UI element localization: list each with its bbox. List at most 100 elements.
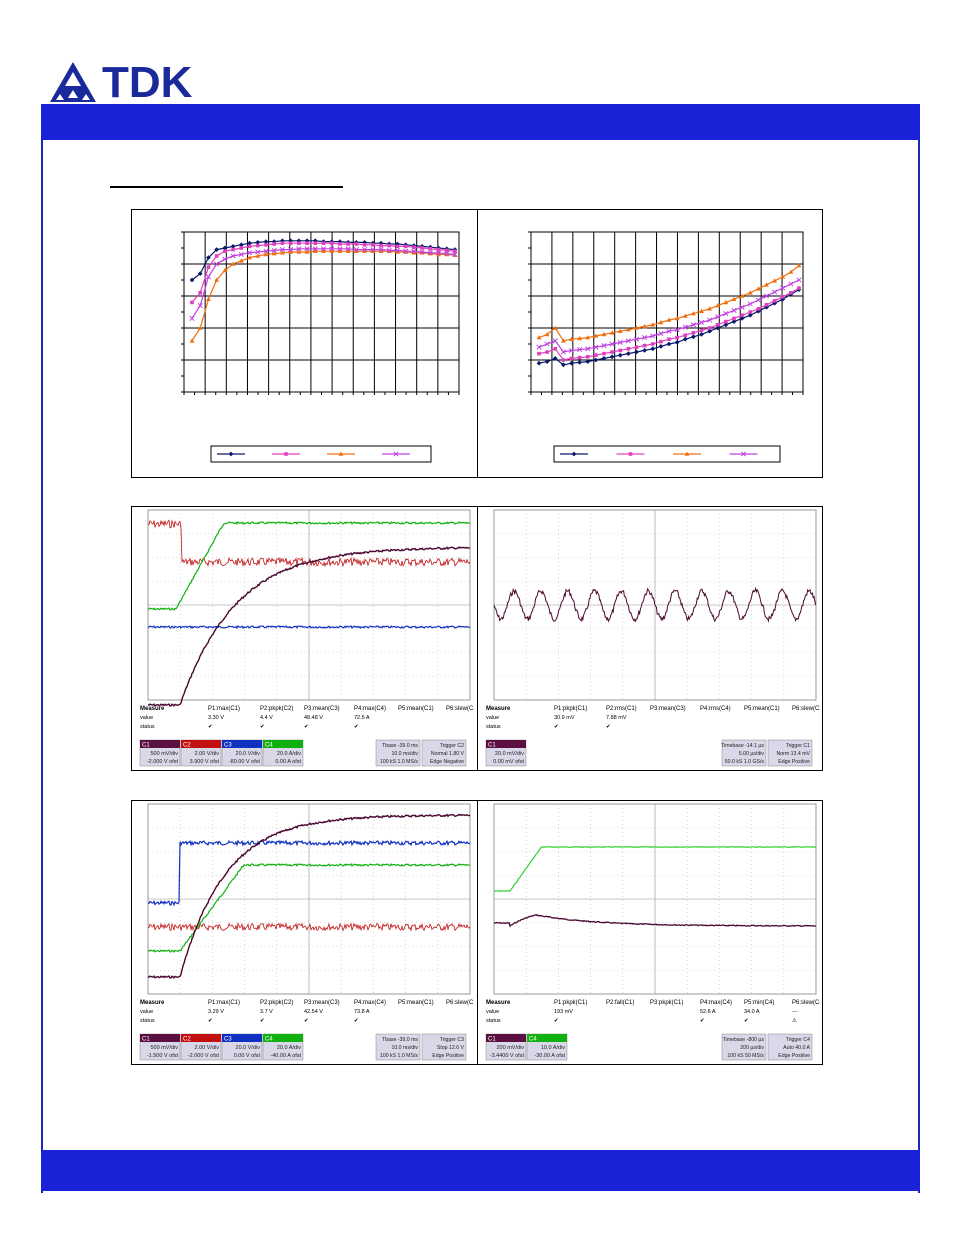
series-3-point [682,313,688,318]
marker-stroke [617,339,623,345]
marker-stroke [263,248,269,254]
series-2-point [585,355,590,359]
series-4-point [337,246,343,252]
series-4-point [345,246,351,252]
series-3-point [585,335,591,340]
series-2-point [264,243,268,247]
measure-cell: 193 mV [554,1009,573,1015]
series-3-point [345,248,351,253]
timebase-line: Tbase -39.0 ms [382,743,418,749]
timebase-line: 10.0 ms/div [391,751,418,757]
marker-stroke [772,289,778,295]
series-3-point [699,308,704,313]
marker-stroke [353,247,359,253]
series-4-point [288,247,294,253]
series-4-point [650,333,656,339]
measure-cell: ✔ [354,724,359,730]
marker-stroke [552,338,558,344]
timebase-box [721,739,767,767]
series-3-point [378,248,384,253]
marker-stroke [452,251,458,257]
measure-cell: 48.48 V [304,715,323,721]
channel-label: C2 [183,743,191,749]
legend-marker-1 [571,451,577,457]
measure-cell: 3.30 V [208,715,224,721]
series-4-point [552,338,558,344]
marker-stroke [329,246,335,252]
measure-cell: Measure [486,1000,511,1006]
series-3-point [593,333,599,338]
measure-cell: 30.9 mV [554,715,575,721]
series-2-point [594,353,598,357]
trigger-line: Norm 13.4 mV [777,751,811,757]
series-4-point [544,341,550,347]
marker-stroke [444,251,450,257]
series-3-point [731,296,737,301]
channel-label: C4 [265,743,273,749]
series-1-point [197,271,203,276]
series-3-point [601,331,607,337]
channel-scale: 500 mV/div [150,751,178,757]
measure-cell: value [140,715,153,721]
marker-stroke [755,297,761,303]
channel-label: C4 [265,1037,273,1043]
legend-marker-2 [284,452,288,456]
series-4-point [436,250,442,256]
measure-cell: Measure [486,706,511,712]
series-4-point [362,247,368,253]
series-2-point [247,244,252,249]
series-3-point [238,258,244,263]
series-3-point [609,330,615,335]
series-2-point [412,245,416,249]
series-2-point [239,246,244,250]
series-3-point [780,274,786,279]
series-1-point [536,360,542,366]
series-4-point [279,247,285,253]
marker-stroke [633,336,640,342]
trigger-line: Auto 40.0 A [783,1045,810,1051]
series-3-point [658,319,664,325]
series-4-point [403,248,409,254]
series-1-point [650,346,656,352]
series-2-point [602,351,606,356]
measure-cell: 73.8 A [354,1009,370,1015]
channel-header-C4 [527,1034,567,1042]
measure-cell: P1:pkpk(C1) [554,706,587,712]
series-3-point [247,255,252,260]
series-2-point [395,244,400,249]
series-1-point [731,319,737,324]
measure-cell: P3:mean(C3) [650,706,686,712]
measure-cell: status [486,1018,501,1024]
series-3-point [411,250,417,255]
marker-stroke [560,349,566,355]
series-4-point [255,249,261,255]
marker-stroke [650,333,656,339]
marker-stroke [386,247,392,253]
measure-cell: P4:rms(C4) [700,706,731,712]
series-4-point [617,339,623,345]
measure-cell: ✔ [304,724,309,730]
series-3-point [329,248,335,253]
series-4-point [411,248,417,254]
channel-header-C2 [181,1034,221,1042]
series-1-point [544,359,550,364]
channel-offset: 0.00 A ofst [275,759,301,765]
series-4-point [715,314,721,320]
legend-marker-2 [628,452,633,456]
trace-c2 [147,921,471,932]
marker-stroke [780,285,786,291]
series-3-point [214,277,220,282]
marker-stroke [698,319,705,325]
measure-cell: P4:max(C4) [700,1000,732,1006]
tdk-logo: TDK [48,58,214,107]
marker-stroke [674,327,680,333]
series-3-point [796,263,802,268]
trace-c1 [493,586,817,623]
marker-stroke [362,247,368,253]
channel-label: C1 [142,743,150,749]
channel-label: C3 [224,743,232,749]
series-2-point [675,335,679,340]
series-2-point [453,249,457,253]
series-4-point [780,285,786,291]
scope-transient: Measure P1:pkpk(C1) P2:fall(C1) P3:pkpk(C1)… [485,803,820,1061]
